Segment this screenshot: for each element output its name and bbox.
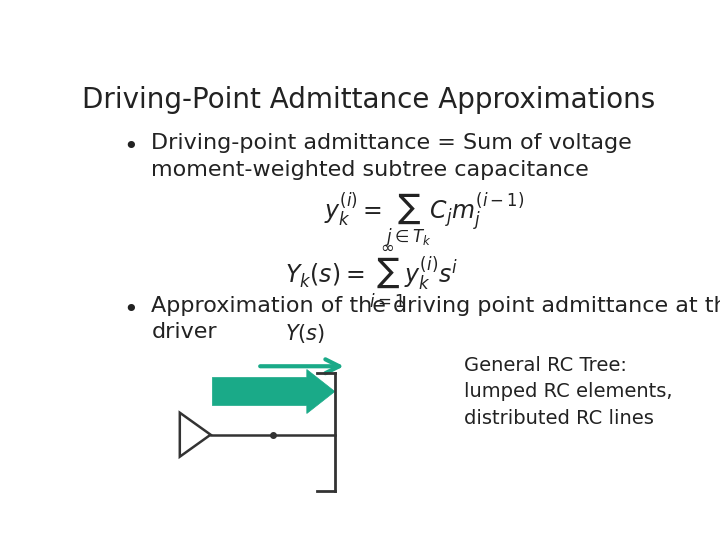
Text: $Y_k(s) = \sum_{i=1}^{\infty} y_k^{(i)} s^i$: $Y_k(s) = \sum_{i=1}^{\infty} y_k^{(i)} … (285, 244, 459, 310)
Text: Driving-Point Admittance Approximations: Driving-Point Admittance Approximations (82, 85, 656, 113)
Polygon shape (212, 369, 335, 414)
Text: •: • (124, 298, 138, 322)
Text: Approximation of the driving point admittance at the
driver: Approximation of the driving point admit… (151, 295, 720, 342)
Text: General RC Tree:
lumped RC elements,
distributed RC lines: General RC Tree: lumped RC elements, dis… (464, 356, 672, 428)
Text: Driving-point admittance = Sum of voltage
moment-weighted subtree capacitance: Driving-point admittance = Sum of voltag… (151, 133, 632, 180)
Text: $Y(s)$: $Y(s)$ (285, 322, 325, 346)
Text: $y_k^{(i)} = \sum_{j \in T_k} C_j m_j^{(i-1)}$: $y_k^{(i)} = \sum_{j \in T_k} C_j m_j^{(… (324, 190, 525, 249)
Text: •: • (124, 136, 138, 159)
